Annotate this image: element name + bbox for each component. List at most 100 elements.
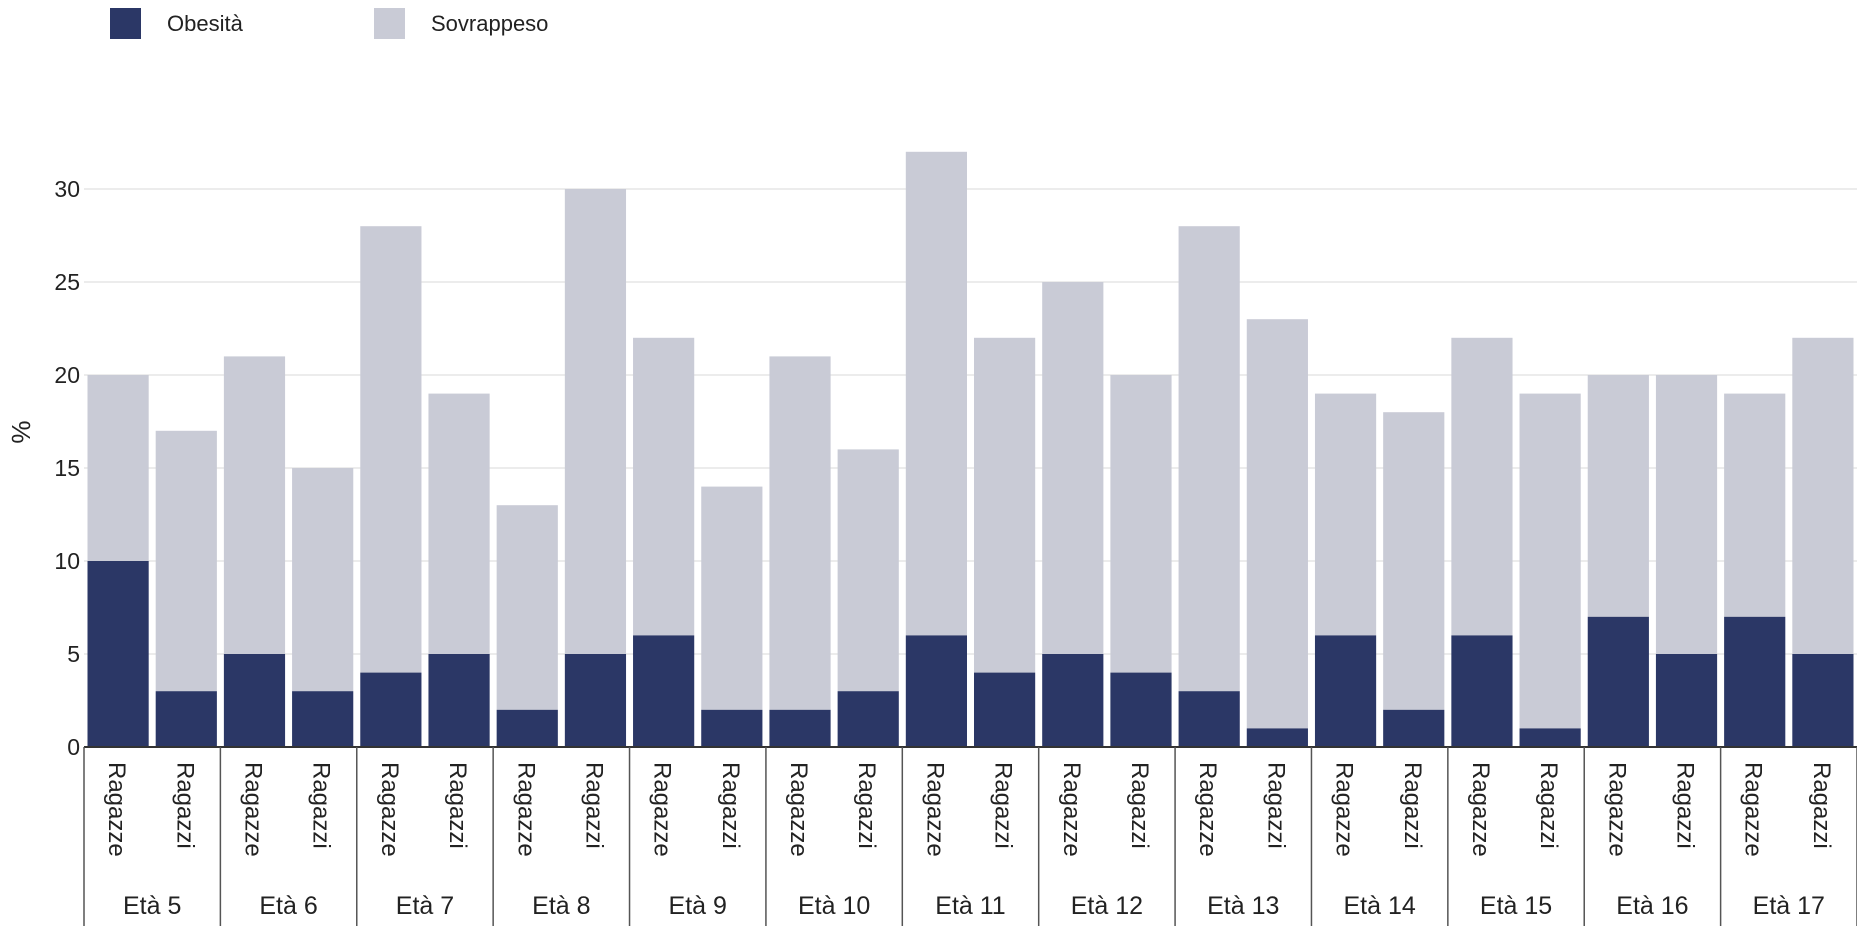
bar-segment-sovrappeso — [1724, 393, 1786, 617]
bar-segment-obesita — [1451, 635, 1513, 747]
x-subcategory-label: Ragazze — [1740, 762, 1767, 857]
y-tick-label: 0 — [67, 734, 80, 760]
x-subcategory-label: Ragazzi — [853, 762, 880, 849]
x-subcategory-label: Ragazzi — [717, 762, 744, 849]
bar-segment-sovrappeso — [974, 337, 1036, 673]
x-subcategory-label: Ragazze — [921, 762, 948, 857]
x-subcategory-label: Ragazzi — [1262, 762, 1289, 849]
x-group-label: Età 7 — [396, 892, 454, 920]
bar-segment-obesita — [837, 691, 899, 747]
bar-segment-obesita — [564, 654, 627, 747]
x-subcategory-label: Ragazzi — [1672, 762, 1699, 849]
bar-segment-sovrappeso — [1383, 412, 1445, 710]
bar-segment-obesita — [1110, 672, 1172, 747]
x-subcategory-label: Ragazze — [785, 762, 812, 857]
bar-segment-sovrappeso — [905, 151, 967, 636]
bar-segment-sovrappeso — [1110, 375, 1172, 673]
y-tick-label: 25 — [54, 269, 80, 295]
x-group-label: Età 15 — [1480, 892, 1552, 920]
x-subcategory-label: Ragazze — [1603, 762, 1630, 857]
legend-swatch-sovrappeso — [374, 8, 405, 39]
x-group-label: Età 14 — [1344, 892, 1416, 920]
bar-segment-sovrappeso — [1042, 282, 1104, 654]
x-group-label: Età 17 — [1753, 892, 1825, 920]
x-subcategory-label: Ragazze — [239, 762, 266, 857]
x-group-label: Età 12 — [1071, 892, 1143, 920]
bar-segment-obesita — [1314, 635, 1377, 747]
x-subcategory-label: Ragazzi — [308, 762, 335, 849]
bar-segment-obesita — [1587, 616, 1649, 747]
bar-segment-obesita — [974, 672, 1036, 747]
bar-segment-sovrappeso — [769, 356, 831, 710]
bar-segment-obesita — [155, 691, 217, 747]
x-subcategory-label: Ragazzi — [580, 762, 607, 849]
bar-segment-sovrappeso — [837, 449, 899, 692]
bar-segment-obesita — [769, 709, 831, 747]
x-group-label: Età 11 — [935, 892, 1005, 920]
x-subcategory-label: Ragazze — [649, 762, 676, 857]
bar-segment-obesita — [1246, 728, 1308, 747]
bar-segment-obesita — [1792, 654, 1854, 747]
x-group-label: Età 10 — [798, 892, 870, 920]
bar-segment-sovrappeso — [155, 430, 217, 692]
y-tick-label: 5 — [67, 641, 80, 667]
bar-segment-obesita — [1042, 654, 1104, 747]
bar-segment-obesita — [223, 654, 286, 747]
x-group-label: Età 5 — [123, 892, 181, 920]
bar-segment-sovrappeso — [360, 226, 422, 673]
bar-segment-sovrappeso — [292, 468, 354, 692]
bar-segment-obesita — [1724, 616, 1786, 747]
bar-segment-obesita — [633, 635, 695, 747]
x-group-label: Età 16 — [1616, 892, 1688, 920]
bar-segment-obesita — [360, 672, 422, 747]
x-subcategory-label: Ragazzi — [1399, 762, 1426, 849]
bar-segment-sovrappeso — [1178, 226, 1240, 692]
x-subcategory-label: Ragazze — [1467, 762, 1494, 857]
bar-segment-obesita — [428, 654, 490, 747]
legend-item-obesita[interactable]: Obesità — [110, 8, 374, 39]
x-subcategory-label: Ragazze — [103, 762, 130, 857]
x-group-label: Età 8 — [532, 892, 590, 920]
bar-segment-sovrappeso — [428, 393, 490, 654]
x-subcategory-label: Ragazze — [1194, 762, 1221, 857]
x-subcategory-label: Ragazze — [376, 762, 403, 857]
x-subcategory-label: Ragazzi — [1126, 762, 1153, 849]
x-subcategory-label: Ragazzi — [990, 762, 1017, 849]
legend-item-sovrappeso[interactable]: Sovrappeso — [374, 8, 638, 39]
legend: Obesità Sovrappeso — [110, 8, 638, 39]
x-subcategory-label: Ragazzi — [171, 762, 198, 849]
bar-segment-sovrappeso — [564, 189, 627, 654]
bar-segment-sovrappeso — [223, 356, 286, 654]
y-tick-label: 10 — [54, 548, 80, 574]
bar-segment-obesita — [1519, 728, 1581, 747]
legend-label-sovrappeso: Sovrappeso — [431, 10, 549, 36]
legend-swatch-obesita — [110, 8, 141, 39]
bar-segment-obesita — [292, 691, 354, 747]
bar-segment-obesita — [905, 635, 967, 747]
x-subcategory-label: Ragazzi — [444, 762, 471, 849]
bar-segment-sovrappeso — [1587, 375, 1649, 617]
y-axis-label: % — [6, 420, 36, 443]
bar-segment-sovrappeso — [1655, 375, 1718, 654]
bar-segment-sovrappeso — [87, 375, 149, 561]
bar-segment-obesita — [87, 561, 149, 747]
bar-segment-obesita — [1383, 709, 1445, 747]
bar-segment-sovrappeso — [633, 337, 695, 636]
x-subcategory-label: Ragazze — [1058, 762, 1085, 857]
bar-segment-sovrappeso — [1451, 337, 1513, 636]
x-group-label: Età 9 — [669, 892, 727, 920]
y-tick-label: 30 — [54, 176, 80, 202]
y-tick-label: 20 — [54, 362, 80, 388]
x-group-label: Età 6 — [259, 892, 317, 920]
x-group-label: Età 13 — [1207, 892, 1279, 920]
bar-segment-sovrappeso — [1519, 393, 1581, 729]
bar-segment-obesita — [1178, 691, 1240, 747]
bar-segment-sovrappeso — [1792, 337, 1854, 654]
y-tick-label: 15 — [54, 455, 80, 481]
bar-segment-obesita — [1655, 654, 1718, 747]
legend-label-obesita: Obesità — [167, 10, 243, 36]
bar-segment-obesita — [496, 709, 558, 747]
x-subcategory-label: Ragazzi — [1808, 762, 1835, 849]
bar-segment-sovrappeso — [496, 505, 558, 710]
